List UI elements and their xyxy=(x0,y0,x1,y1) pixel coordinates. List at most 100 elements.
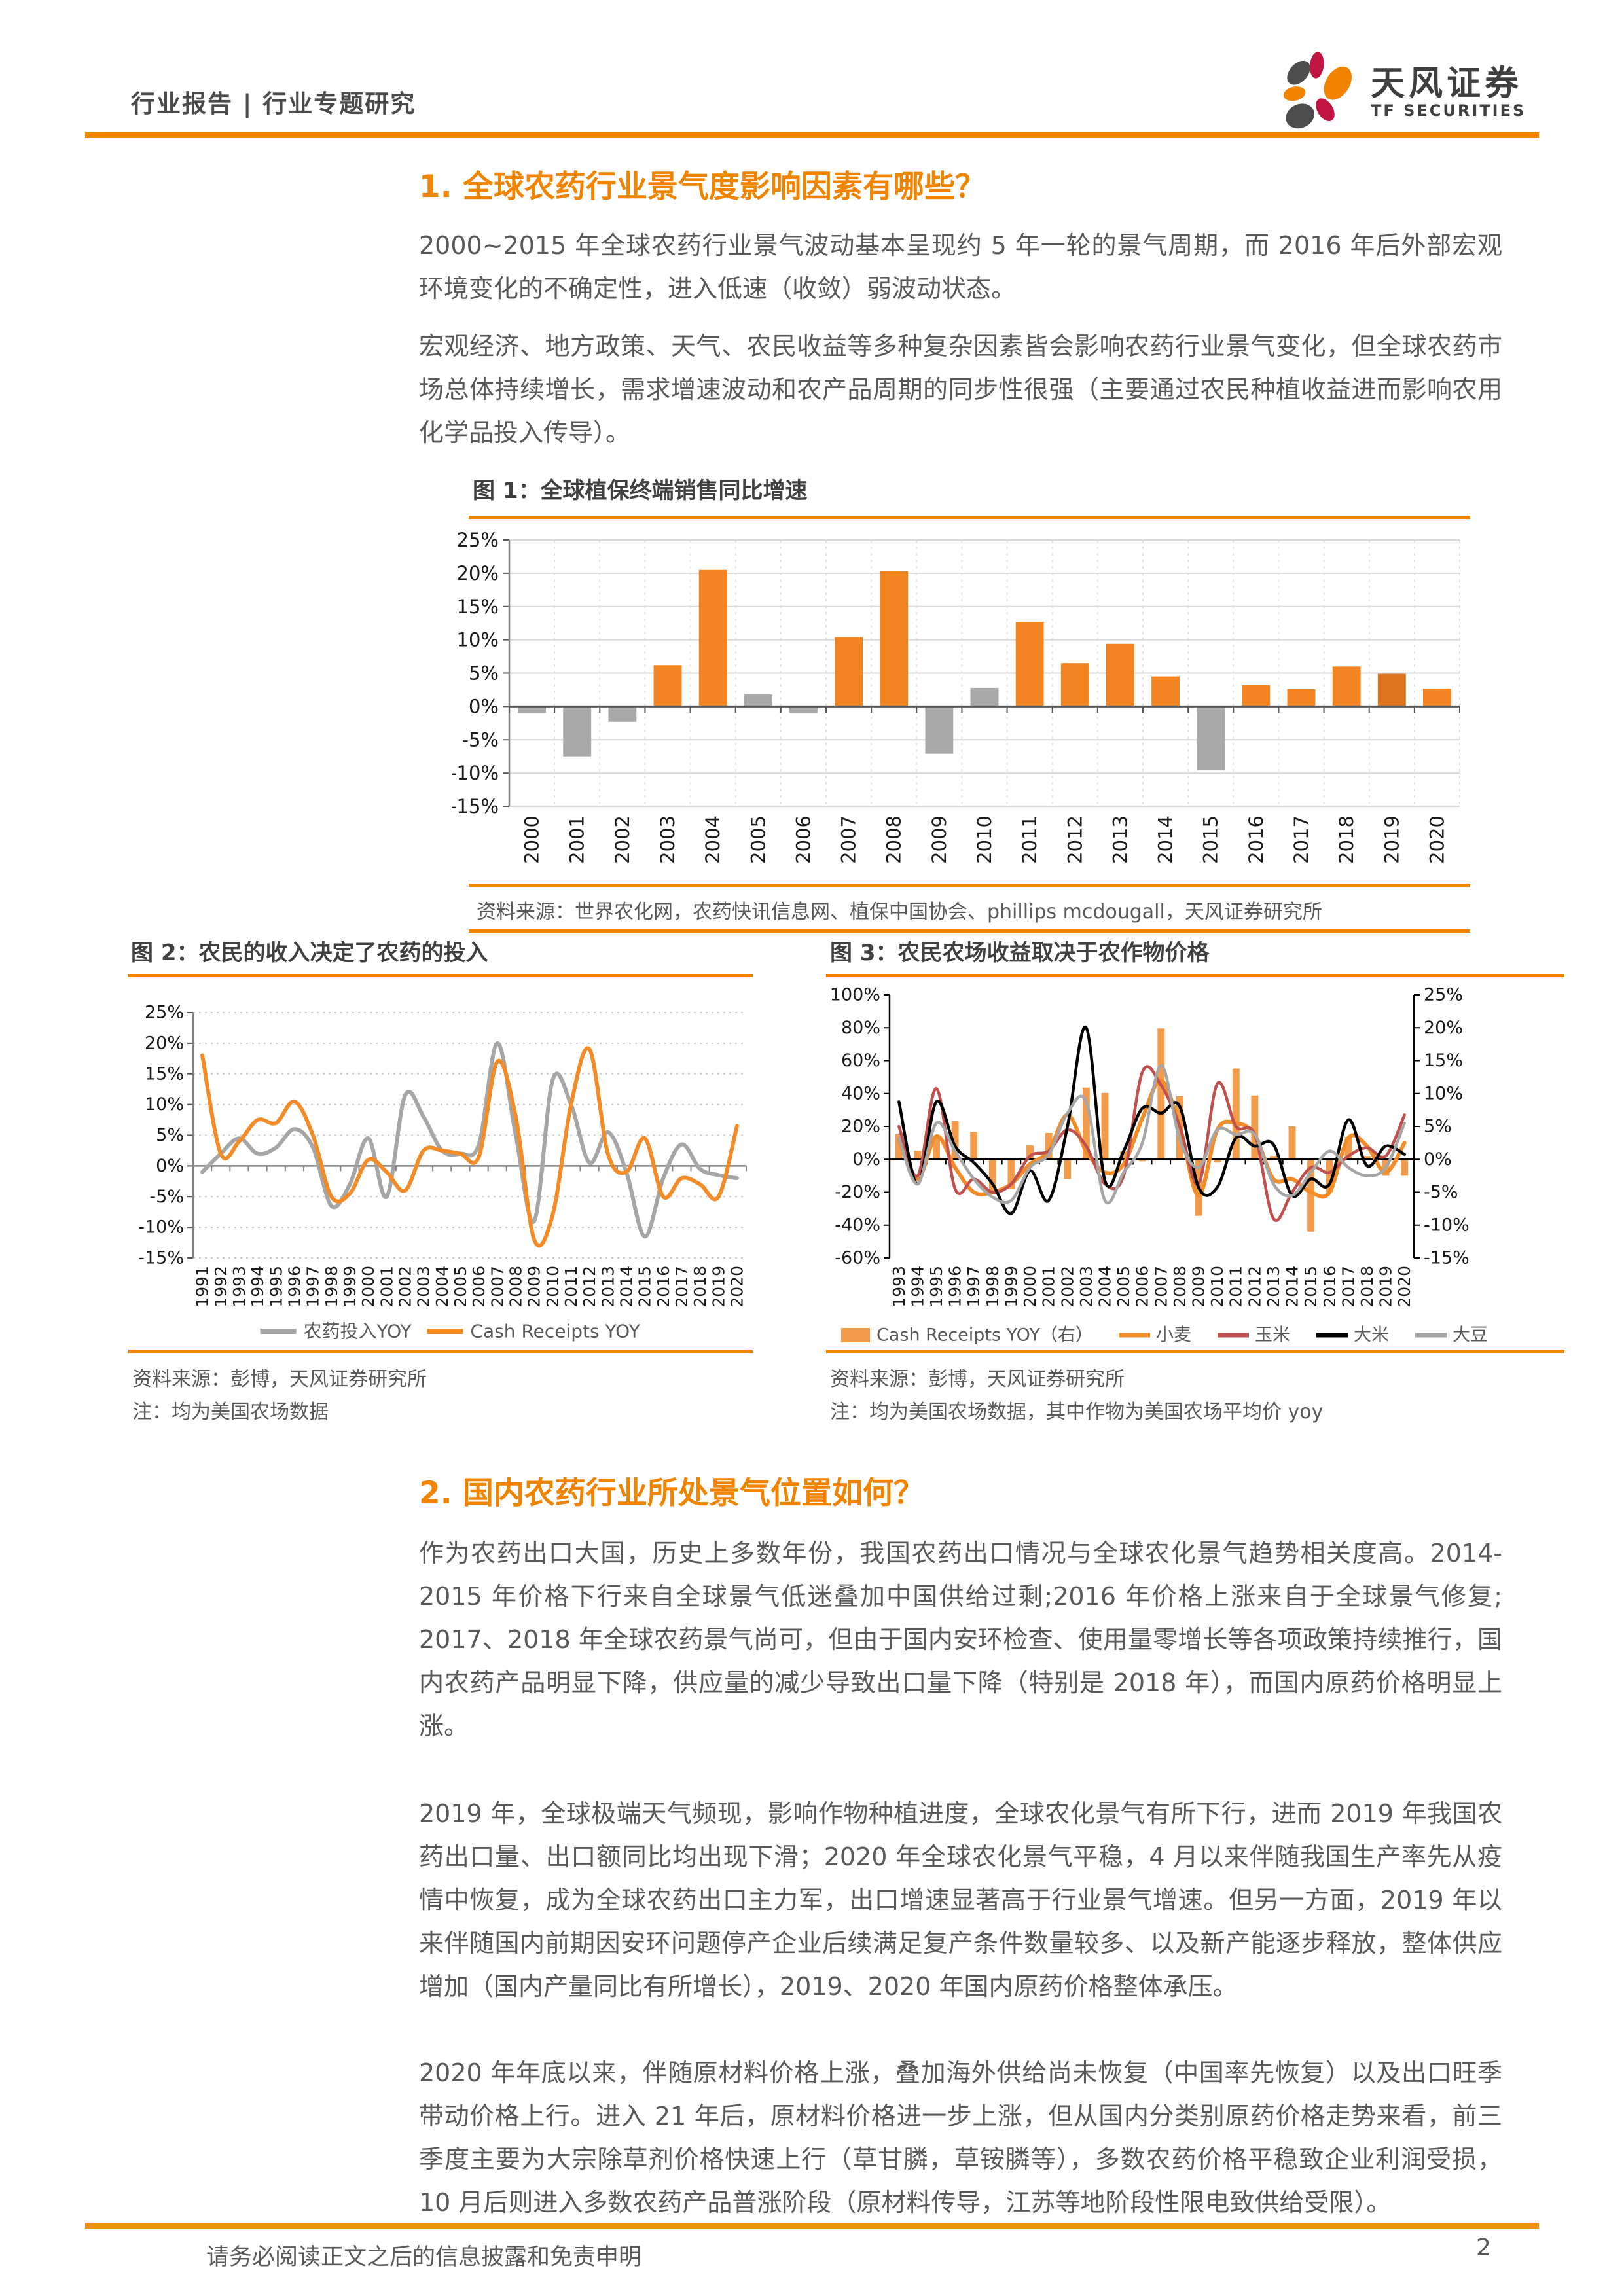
svg-text:25%: 25% xyxy=(457,529,499,551)
svg-text:20%: 20% xyxy=(1424,1018,1463,1038)
svg-text:2001: 2001 xyxy=(566,816,588,864)
svg-text:1996: 1996 xyxy=(285,1266,304,1308)
svg-text:大豆: 大豆 xyxy=(1453,1325,1488,1346)
svg-text:2018: 2018 xyxy=(1358,1266,1377,1308)
svg-text:2016: 2016 xyxy=(654,1266,673,1308)
svg-text:-15%: -15% xyxy=(452,795,499,817)
figure-2-source: 资料来源：彭博，天风证券研究所 xyxy=(132,1368,427,1391)
paragraph: 2020 年年底以来，伴随原材料价格上涨，叠加海外供给尚未恢复（中国率先恢复）以… xyxy=(419,2058,1502,2217)
svg-text:2013: 2013 xyxy=(598,1266,617,1308)
figure-3-combo-chart: -60% -40% -20% 0% 20% 40% 60% 80% 100% -15% -10% -5… xyxy=(830,985,1488,1346)
svg-text:2010: 2010 xyxy=(1208,1266,1227,1308)
svg-text:2015: 2015 xyxy=(636,1266,655,1308)
svg-text:5%: 5% xyxy=(1424,1117,1452,1137)
bar-2017 xyxy=(1287,689,1316,707)
bar-2009 xyxy=(925,706,954,754)
bar-2007 xyxy=(835,637,863,707)
svg-text:2012: 2012 xyxy=(1064,816,1086,864)
svg-text:-40%: -40% xyxy=(835,1215,880,1235)
svg-text:0%: 0% xyxy=(469,695,499,717)
svg-text:大米: 大米 xyxy=(1354,1325,1389,1346)
bar-2015 xyxy=(1197,706,1225,771)
section-2-title: 2. 国内农药行业所处景气位置如何？ xyxy=(419,1475,924,1511)
svg-text:1994: 1994 xyxy=(248,1266,267,1308)
svg-text:2007: 2007 xyxy=(1151,1266,1170,1308)
report-type-breadcrumb: 行业报告 | 行业专题研究 xyxy=(131,90,416,118)
figure-1-source: 资料来源：世界农化网，农药快讯信息网、植保中国协会、phillips mcdou… xyxy=(477,901,1322,924)
svg-text:15%: 15% xyxy=(1424,1050,1463,1071)
svg-text:2004: 2004 xyxy=(1095,1266,1114,1308)
svg-text:1997: 1997 xyxy=(304,1266,323,1308)
svg-text:2002: 2002 xyxy=(611,816,634,864)
svg-text:2014: 2014 xyxy=(617,1266,636,1308)
svg-text:-5%: -5% xyxy=(1424,1182,1458,1202)
brand-logo: 天风证券 TF SECURITIES xyxy=(1278,51,1540,135)
svg-text:2010: 2010 xyxy=(973,816,996,864)
figure-1-source-rule-top xyxy=(469,884,1470,887)
brand-name-en: TF SECURITIES xyxy=(1371,101,1526,120)
svg-text:-5%: -5% xyxy=(149,1187,184,1207)
bar-2013 xyxy=(1106,643,1134,707)
svg-text:2003: 2003 xyxy=(414,1266,433,1308)
svg-text:2013: 2013 xyxy=(1264,1266,1283,1308)
svg-text:-15%: -15% xyxy=(1424,1248,1470,1268)
figure-2-source-rule xyxy=(128,1350,753,1353)
svg-text:1992: 1992 xyxy=(211,1266,230,1308)
svg-text:1999: 1999 xyxy=(1001,1266,1020,1308)
svg-text:农药投入YOY: 农药投入YOY xyxy=(304,1321,412,1342)
figure-3-note: 注：均为美国农场数据，其中作物为美国农场平均价 yoy xyxy=(830,1401,1324,1424)
bar-2001 xyxy=(563,706,592,757)
svg-text:玉米: 玉米 xyxy=(1255,1325,1290,1346)
svg-text:-20%: -20% xyxy=(835,1182,880,1202)
bar-2011 xyxy=(1015,622,1044,707)
bar-2000 xyxy=(518,706,547,713)
bar-2008 xyxy=(880,571,909,707)
tf-flower-logo-icon xyxy=(1278,50,1362,136)
svg-text:1991: 1991 xyxy=(193,1266,212,1308)
svg-text:40%: 40% xyxy=(841,1083,880,1103)
svg-text:1998: 1998 xyxy=(322,1266,341,1308)
svg-text:2015: 2015 xyxy=(1301,1266,1320,1308)
svg-text:2006: 2006 xyxy=(1133,1266,1152,1308)
bar-2005 xyxy=(744,694,772,707)
figure-1-source-rule-bottom xyxy=(469,929,1470,933)
figure-2-note: 注：均为美国农场数据 xyxy=(132,1401,329,1424)
brand-name-cn: 天风证券 xyxy=(1371,63,1523,103)
svg-text:1993: 1993 xyxy=(230,1266,249,1308)
svg-text:20%: 20% xyxy=(145,1033,184,1053)
footer-disclaimer: 请务必阅读正文之后的信息披露和免责申明 xyxy=(206,2244,642,2270)
svg-text:-5%: -5% xyxy=(462,728,499,751)
svg-text:1998: 1998 xyxy=(983,1266,1002,1308)
svg-text:2017: 2017 xyxy=(1339,1266,1358,1308)
svg-text:2008: 2008 xyxy=(506,1266,525,1308)
svg-text:-10%: -10% xyxy=(452,762,499,784)
paragraph: 作为农药出口大国，历史上多数年份，我国农药出口情况与全球农化景气趋势相关度高。2… xyxy=(419,1539,1502,1741)
svg-text:2000: 2000 xyxy=(1020,1266,1039,1308)
svg-text:10%: 10% xyxy=(1424,1083,1463,1103)
svg-text:2000: 2000 xyxy=(359,1266,378,1308)
svg-text:2009: 2009 xyxy=(928,816,950,864)
svg-text:1994: 1994 xyxy=(908,1266,927,1308)
svg-text:2013: 2013 xyxy=(1109,816,1131,864)
svg-text:2011: 2011 xyxy=(562,1266,581,1308)
bar-2012 xyxy=(1060,663,1089,707)
svg-text:60%: 60% xyxy=(841,1050,880,1071)
figure-1-title-rule xyxy=(469,516,1470,519)
svg-text:2001: 2001 xyxy=(377,1266,396,1308)
svg-text:5%: 5% xyxy=(156,1125,184,1145)
figure-1-title: 图 1：全球植保终端销售同比增速 xyxy=(473,478,808,504)
svg-text:2005: 2005 xyxy=(1114,1266,1133,1308)
figure-3-source-rule xyxy=(826,1350,1564,1353)
svg-text:2016: 2016 xyxy=(1320,1266,1339,1308)
svg-text:2014: 2014 xyxy=(1155,816,1177,864)
bar-2020 xyxy=(1422,688,1451,707)
svg-text:2002: 2002 xyxy=(395,1266,414,1308)
svg-text:20%: 20% xyxy=(841,1117,880,1137)
svg-text:2003: 2003 xyxy=(657,816,679,864)
bar-2003 xyxy=(653,665,682,707)
svg-text:2019: 2019 xyxy=(1380,816,1403,864)
svg-text:1995: 1995 xyxy=(927,1266,946,1308)
svg-text:2018: 2018 xyxy=(691,1266,710,1308)
svg-text:2004: 2004 xyxy=(433,1266,452,1308)
